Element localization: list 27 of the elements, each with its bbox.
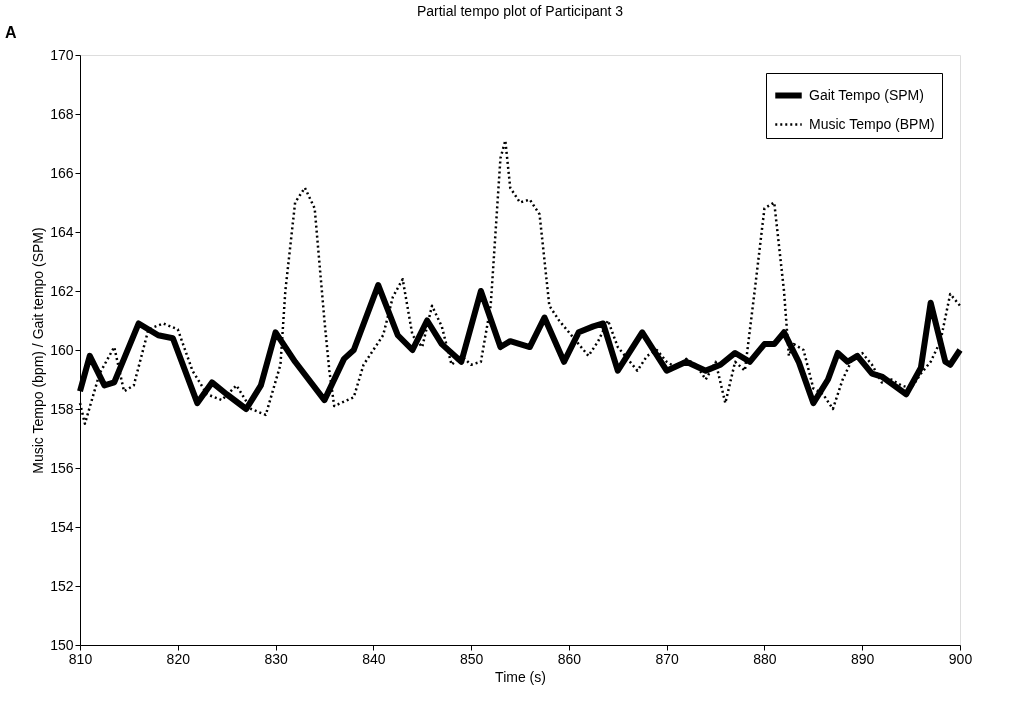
y-tick-label: 152: [50, 577, 74, 594]
x-tick-label: 830: [264, 650, 288, 667]
text: A: [5, 24, 17, 41]
x-axis-title: Time (s): [495, 668, 546, 685]
legend-label: Gait Tempo (SPM): [809, 86, 924, 103]
y-tick-label: 156: [50, 459, 74, 476]
x-tick-label: 820: [166, 650, 191, 667]
y-tick-label: 170: [50, 46, 74, 63]
x-tick-label: 810: [68, 650, 93, 667]
y-tick-label: 154: [50, 518, 74, 535]
y-axis-title: Music Tempo (bpm) / Gait tempo (SPM): [30, 227, 47, 474]
y-tick-label: 166: [50, 164, 74, 181]
x-tick-label: 850: [459, 650, 484, 667]
y-tick-label: 160: [50, 341, 74, 358]
x-tick-label: 900: [948, 650, 973, 667]
chart-title: Partial tempo plot of Participant 3: [416, 3, 624, 19]
x-tick-label: 880: [753, 650, 777, 667]
x-tick-label: 860: [557, 650, 582, 667]
y-tick-label: 158: [50, 400, 74, 417]
x-tick-label: 870: [655, 650, 680, 667]
x-tick-label: 890: [851, 650, 875, 667]
y-tick-label: 162: [50, 282, 74, 299]
y-tick-label: 164: [50, 223, 74, 240]
legend-label: Music Tempo (BPM): [809, 115, 935, 132]
y-tick-label: 150: [50, 636, 74, 653]
x-tick-label: 840: [362, 650, 386, 667]
y-tick-label: 168: [50, 105, 74, 122]
